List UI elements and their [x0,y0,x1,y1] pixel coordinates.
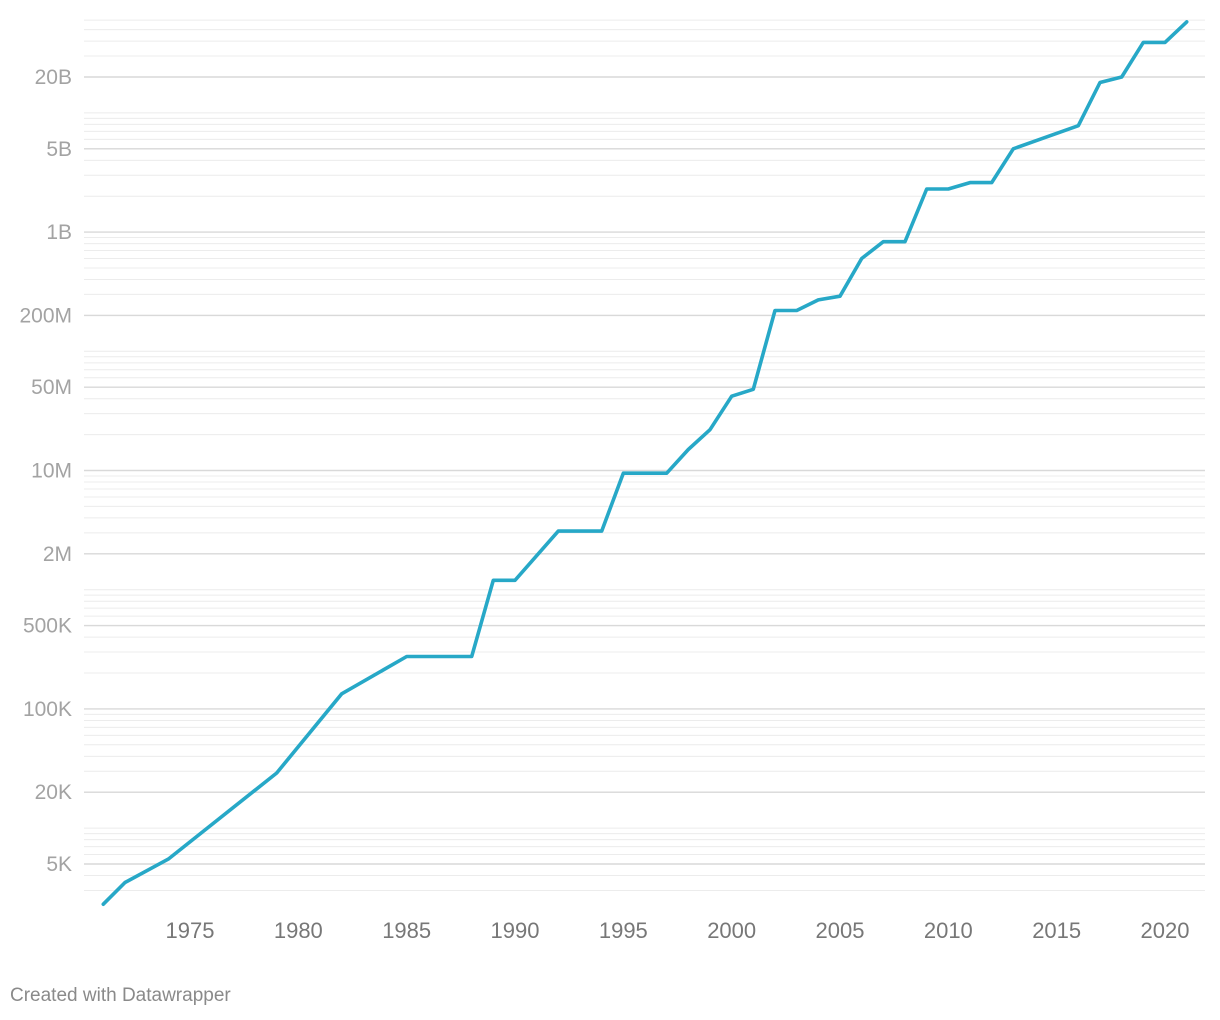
line-chart: 5K 20K 100K 500K 2M 10M 50M 200M 1B 5B 20B 1975 198… [19,19,1205,943]
x-tick-label-9: 2020 [1141,918,1190,943]
x-tick-label-0: 1975 [166,918,215,943]
x-tick-label-1: 1980 [274,918,323,943]
y-tick-label-3: 500K [23,615,72,638]
y-tick-label-4: 2M [43,543,72,566]
y-tick-label-8: 1B [46,221,72,244]
x-tick-label-8: 2015 [1032,918,1081,943]
x-tick-label-3: 1990 [491,918,540,943]
x-tick-label-7: 2010 [924,918,973,943]
x-tick-label-4: 1995 [599,918,648,943]
x-tick-label-6: 2005 [816,918,865,943]
y-tick-label-2: 100K [23,698,72,721]
x-tick-label-5: 2000 [707,918,756,943]
y-axis-tick-labels: 5K 20K 100K 500K 2M 10M 50M 200M 1B 5B 20B [19,66,72,876]
y-tick-label-10: 20B [35,66,72,89]
y-tick-label-6: 50M [31,376,72,399]
major-gridlines [84,76,1205,865]
y-tick-label-1: 20K [35,781,72,804]
minor-gridlines [84,19,1205,891]
x-axis-tick-labels: 1975 1980 1985 1990 1995 2000 2005 2010 2015 2020 [166,918,1190,943]
y-tick-label-0: 5K [46,853,72,876]
datawrapper-credit[interactable]: Created with Datawrapper [10,985,231,1006]
y-tick-label-7: 200M [19,304,72,327]
y-tick-label-5: 10M [31,460,72,483]
x-tick-label-2: 1985 [382,918,431,943]
series-line-0 [101,20,1189,907]
y-tick-label-9: 5B [46,138,72,161]
series-group [101,20,1189,907]
